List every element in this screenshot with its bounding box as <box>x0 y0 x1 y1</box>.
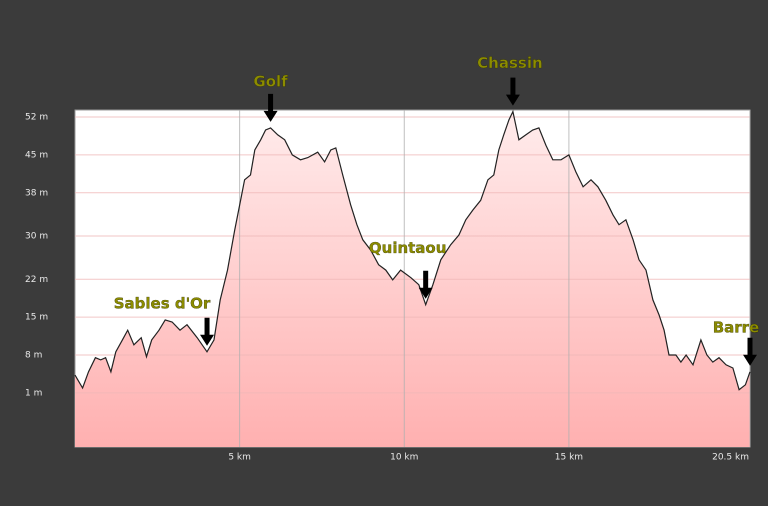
y-tick-label: 45 m <box>25 150 48 160</box>
annotation-arrow <box>200 317 215 346</box>
x-tick-label: 10 km <box>390 453 418 463</box>
x-tick-label: 5 km <box>228 453 251 463</box>
annotation-arrow <box>418 270 433 299</box>
x-tick-label: 20.5 km <box>712 453 749 463</box>
y-tick-label: 22 m <box>25 275 48 285</box>
annotation-label: Chassin <box>477 54 543 72</box>
annotation-arrow <box>505 77 520 106</box>
annotation-label: Barre <box>713 318 760 336</box>
x-tick-label: 15 km <box>555 453 583 463</box>
y-tick-label: 38 m <box>25 188 48 198</box>
annotation-label: Golf <box>253 72 288 90</box>
y-tick-label: 1 m <box>25 388 42 398</box>
annotation-label: Sables d'Or <box>114 294 211 312</box>
y-tick-label: 15 m <box>25 313 48 323</box>
profile-line <box>74 109 751 391</box>
annotation-arrow <box>263 93 278 122</box>
y-tick-label: 30 m <box>25 232 48 242</box>
y-tick-label: 52 m <box>25 113 48 123</box>
y-tick-label: 8 m <box>25 351 42 361</box>
annotation-label: Quintaou <box>369 239 447 257</box>
annotation-arrow <box>743 337 757 366</box>
